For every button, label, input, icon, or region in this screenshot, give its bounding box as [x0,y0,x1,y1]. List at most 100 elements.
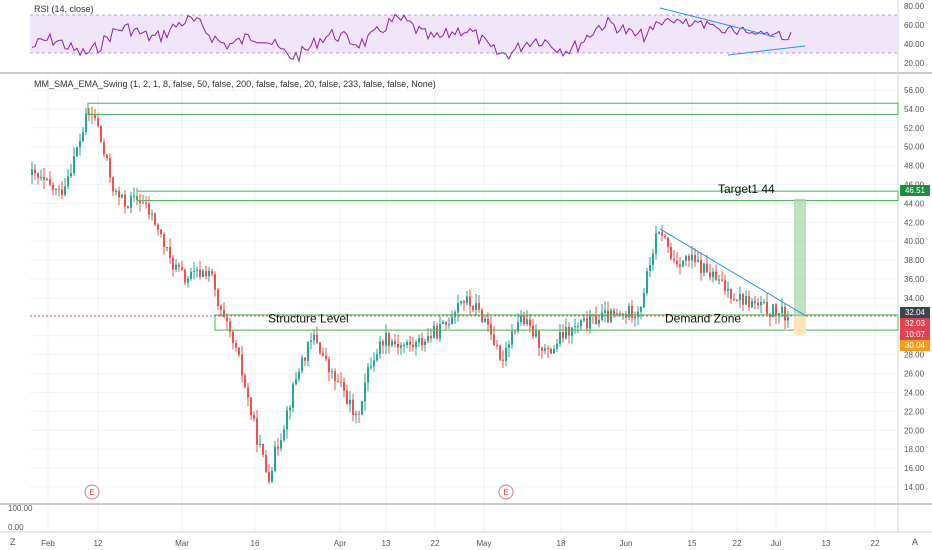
indicator-label[interactable]: MM_SMA_EMA_Swing (1, 2, 1, 8, false, 50,… [34,79,436,89]
candle-body [262,443,264,455]
candle-body [628,305,630,318]
candle-body [403,345,405,347]
candle-body [34,169,36,174]
candle-body [286,410,288,430]
candle-body [649,265,651,272]
candle-body [55,188,57,191]
zoom-left-button[interactable]: Z [10,537,16,547]
candle-body [352,399,354,416]
rsi-tick-label: 20.00 [904,59,925,68]
candle-body [715,271,717,280]
auto-scale-button[interactable]: A [912,537,919,547]
candle-body [655,233,657,254]
candle-body [361,401,363,415]
candle-body [103,142,105,155]
price-tick-label: 50.00 [904,143,925,152]
demand-annotation: Demand Zone [665,312,741,326]
candle-body [550,348,552,354]
candle-body [298,371,300,380]
time-axis-label: 13 [822,539,831,548]
candle-body [241,354,243,376]
candle-body [295,379,297,385]
candle-body [232,331,234,344]
candle-body [40,176,42,178]
candle-body [538,330,540,348]
candle-body [529,319,531,326]
candle-body [67,176,69,187]
candle-body [664,236,666,238]
candle-body [451,317,453,325]
candle-body [781,306,783,314]
candle-body [697,260,699,263]
candle-body [646,271,648,294]
candle-body [757,302,759,306]
candle-body [181,266,183,270]
time-axis-label: Feb [41,539,55,548]
price-tag-label: 10:07 [905,330,926,339]
candle-body [130,196,132,208]
candle-body [574,326,576,328]
stop-loss-box [794,316,806,335]
candle-body [670,246,672,259]
candle-body [397,343,399,348]
candle-body [496,345,498,347]
candle-body [301,357,303,372]
candle-body [517,322,519,332]
time-axis-label: 16 [251,539,260,548]
candle-body [106,154,108,158]
candle-body [202,271,204,277]
candle-body [532,325,534,337]
bottom-panel-tick: 100.00 [8,504,33,513]
candle-body [319,342,321,354]
candle-body [712,271,714,278]
candle-body [217,289,219,307]
candle-body [364,382,366,402]
price-tick-label: 14.00 [904,483,925,492]
candle-body [721,279,723,281]
candle-body [613,310,615,315]
target-annotation: Target1 44 [718,182,775,196]
price-tick-label: 24.00 [904,388,925,397]
candle-body [547,348,549,350]
candle-body [511,331,513,345]
time-axis-label: May [476,539,491,548]
candle-body [685,255,687,261]
candle-body [478,303,480,310]
price-tick-label: 52.00 [904,124,925,133]
candle-body [760,302,762,306]
candle-body [166,246,168,248]
candle-body [235,343,237,348]
candle-body [523,315,525,325]
candle-body [463,301,465,303]
candle-body [112,177,114,192]
candle-body [484,319,486,323]
candle-body [118,190,120,198]
candle-body [502,359,504,361]
candle-body [424,341,426,345]
rsi-line [31,13,792,64]
candle-body [691,254,693,261]
candle-body [139,200,141,203]
rsi-label[interactable]: RSI (14, close) [34,4,94,14]
earnings-marker-label: E [89,488,94,497]
time-axis-label: Jun [620,539,633,548]
candle-body [151,213,153,215]
candle-body [328,359,330,373]
candle-body [472,305,474,311]
time-axis-label: 18 [557,539,566,548]
candle-body [748,295,750,308]
candle-body [307,341,309,361]
price-tag-label: 32.04 [905,308,926,317]
candle-body [745,295,747,305]
price-tick-label: 40.00 [904,237,925,246]
candle-body [382,341,384,346]
candle-body [100,125,102,143]
candle-body [643,293,645,308]
candle-body [718,279,720,281]
candle-body [310,340,312,342]
candle-body [256,418,258,445]
candle-body [565,327,567,339]
candle-body [289,407,291,411]
